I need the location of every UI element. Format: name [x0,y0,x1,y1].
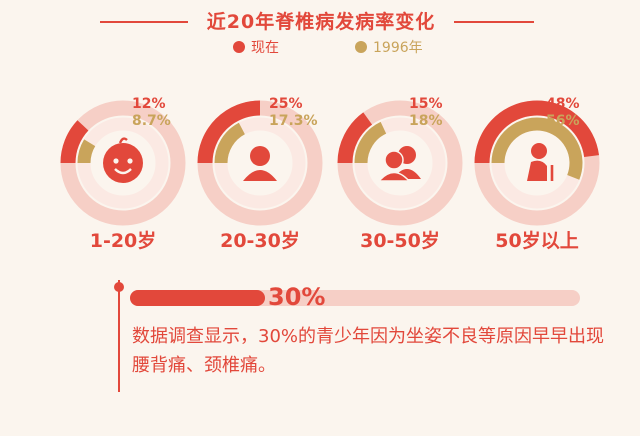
title-rule-left [100,21,188,23]
legend-label-1996: 1996年 [373,40,423,56]
legend-label-now: 现在 [251,40,279,56]
baby-eye-right [127,158,133,164]
now-arc [337,112,373,164]
highlight-bar-track [130,290,580,306]
highlight-value-label: 30% [268,283,326,311]
baby-face-icon [103,143,143,183]
baby-eye-left [113,158,119,164]
now-arc [474,100,600,164]
now-value-label: 15% [409,96,443,112]
chart-title: 近20年脊椎病发病率变化 [206,11,436,33]
1996-arc [354,121,387,164]
now-value-label: 25% [269,96,303,112]
1996-arc [491,117,583,180]
now-value-label: 48% [546,96,580,112]
1996-arc [214,122,246,164]
category-label: 20-30岁 [220,229,300,252]
category-label: 30-50岁 [360,229,440,252]
survey-note: 数据调查显示，30%的青少年因为坐姿不良等原因早早出现腰背痛、颈椎痛。 [132,326,605,376]
1996-value-label: 17.3% [269,113,318,129]
category-label: 50岁以上 [495,229,578,252]
timeline-divider [118,280,120,392]
legend-dot-1996 [355,41,367,53]
legend-item-now: 现在 [233,37,279,57]
1996-value-label: 18% [409,113,443,129]
now-arc [197,100,261,164]
baby-smile [114,168,132,175]
people-front-head [384,150,404,170]
1996-arc [77,139,96,164]
legend-dot-now [233,41,245,53]
category-label: 1-20岁 [90,229,157,252]
1996-value-label: 8.7% [132,113,171,129]
timeline-dot [114,282,124,292]
people-front-body [377,171,411,182]
legend: 现在 1996年 [0,37,640,61]
now-arc [60,120,89,164]
person-icon [250,146,270,166]
highlight-bar-fill [130,290,265,306]
legend-item-1996: 1996年 [355,37,423,57]
1996-value-label: 56% [546,113,580,129]
elderly-body [527,160,547,181]
person-body [243,170,277,181]
title-rule-right [454,21,534,23]
now-value-label: 12% [132,96,166,112]
baby-curl [118,137,128,144]
elderly-icon [531,143,547,159]
